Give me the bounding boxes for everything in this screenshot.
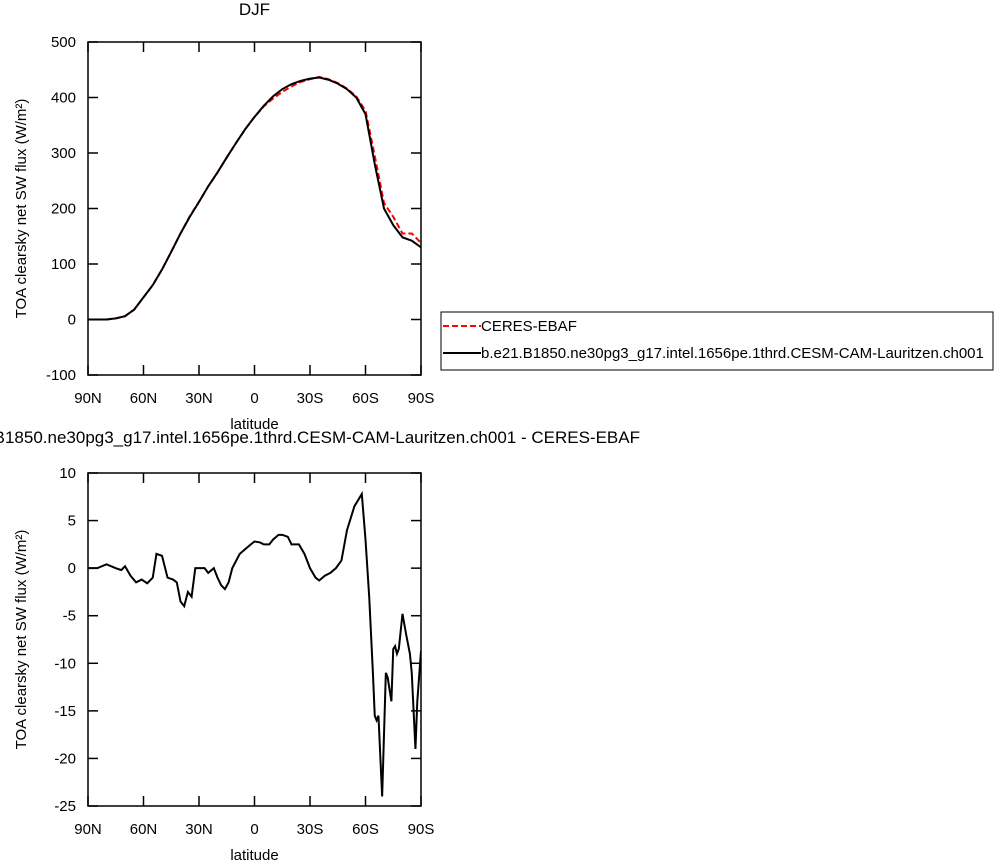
x-tick-label: 90S <box>408 821 435 838</box>
y-tick-label: 10 <box>59 465 76 482</box>
data-line <box>88 75 421 321</box>
x-axis-label: latitude <box>230 416 278 433</box>
y-tick-label: 300 <box>51 145 76 162</box>
x-tick-label: 90S <box>408 390 435 407</box>
y-axis-label: TOA clearsky net SW flux (W/m²) <box>13 530 30 750</box>
y-axis-label: TOA clearsky net SW flux (W/m²) <box>13 99 30 319</box>
x-tick-label: 30S <box>297 821 324 838</box>
legend-label: CERES-EBAF <box>481 318 577 335</box>
x-tick-label: 30N <box>185 390 213 407</box>
y-tick-label: -15 <box>54 703 76 720</box>
y-tick-label: -5 <box>63 608 76 625</box>
x-axis-label: latitude <box>230 847 278 864</box>
plot-frame <box>87 41 422 376</box>
y-tick-label: -10 <box>54 655 76 672</box>
x-tick-label: 60N <box>130 390 158 407</box>
legend-box <box>440 311 994 371</box>
y-tick-label: -25 <box>54 798 76 815</box>
x-tick-label: 90N <box>74 390 102 407</box>
x-tick-label: 0 <box>250 390 258 407</box>
y-tick-label: 0 <box>68 560 76 577</box>
x-tick-label: 30S <box>297 390 324 407</box>
x-tick-label: 60S <box>352 821 379 838</box>
y-tick-label: -20 <box>54 750 76 767</box>
x-tick-label: 90N <box>74 821 102 838</box>
x-tick-label: 30N <box>185 821 213 838</box>
y-tick-label: 100 <box>51 256 76 273</box>
chart-title: b.e21.B1850.ne30pg3_g17.intel.1656pe.1th… <box>0 428 640 447</box>
x-tick-label: 60N <box>130 821 158 838</box>
y-tick-label: 0 <box>68 312 76 329</box>
chart-title: DJF <box>239 0 270 19</box>
y-tick-label: 500 <box>51 34 76 51</box>
x-tick-label: 60S <box>352 390 379 407</box>
y-tick-label: 5 <box>68 513 76 530</box>
y-tick-label: -100 <box>46 367 76 384</box>
data-line <box>88 490 421 797</box>
y-tick-label: 200 <box>51 201 76 218</box>
x-tick-label: 0 <box>250 821 258 838</box>
data-line <box>88 76 421 321</box>
y-tick-label: 400 <box>51 90 76 107</box>
plot-frame <box>87 472 422 807</box>
legend-label: b.e21.B1850.ne30pg3_g17.intel.1656pe.1th… <box>481 345 984 362</box>
